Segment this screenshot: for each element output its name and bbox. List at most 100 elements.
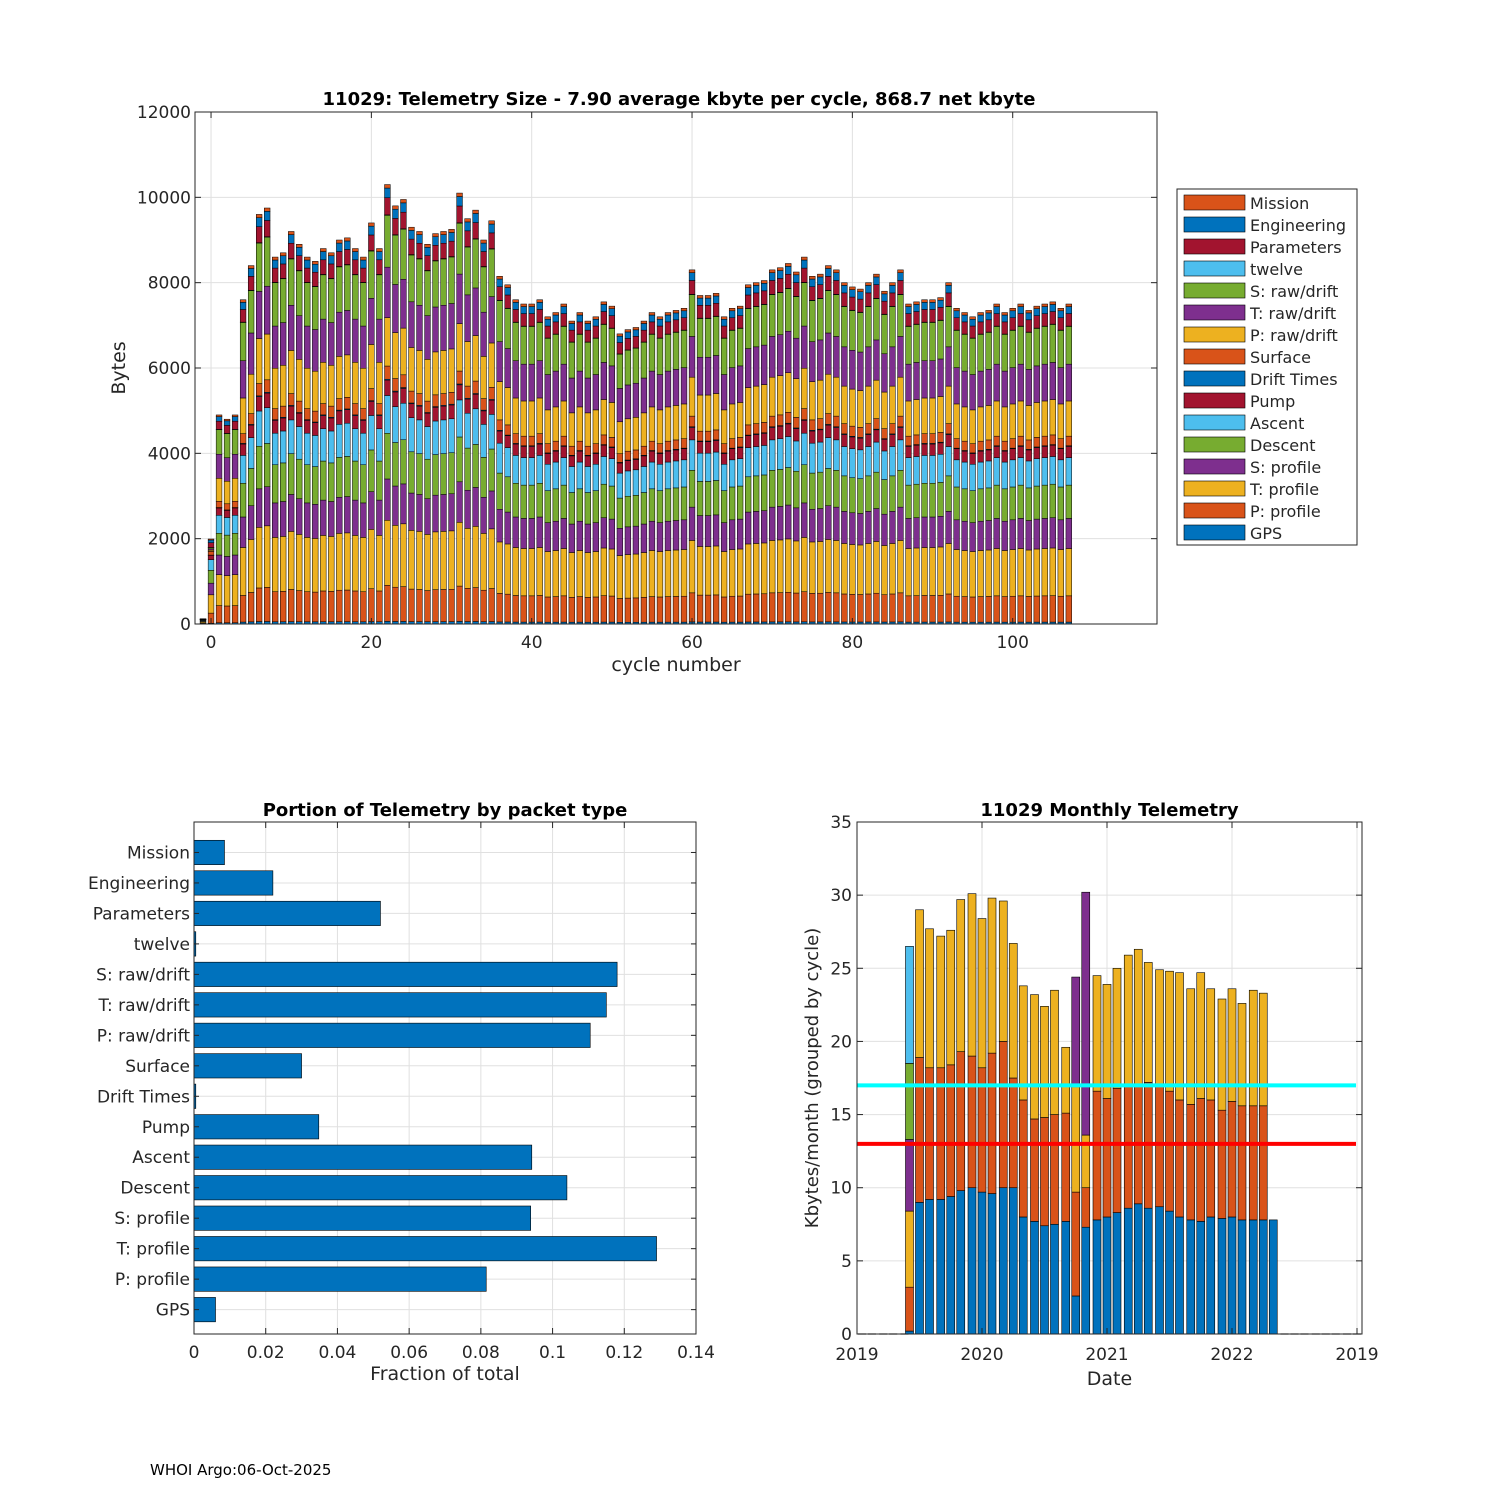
bar-segment [231, 453, 239, 479]
bar-segment [312, 435, 319, 467]
bar-segment [712, 451, 720, 481]
monthly-bar [987, 897, 997, 1335]
bar-segment [961, 461, 968, 490]
bar-segment [584, 597, 591, 623]
bar-segment [1009, 549, 1016, 597]
bar-segment [664, 450, 672, 463]
bar-segment [408, 451, 415, 494]
bar-segment [223, 425, 231, 434]
bar-segment [1237, 1219, 1247, 1335]
bar-segment [977, 314, 984, 323]
bar-segment [817, 273, 824, 278]
bar-segment [825, 505, 832, 540]
bar-segment [520, 306, 527, 314]
y-tick-label: 0 [841, 1325, 852, 1345]
bar-segment [280, 536, 287, 592]
bar-segment [921, 547, 928, 596]
bar-segment [777, 426, 784, 439]
bar-segment [921, 516, 928, 548]
bar-segment [448, 348, 455, 393]
bar-segment [328, 430, 335, 464]
bar-segment [945, 292, 952, 307]
cycle-bar [1025, 310, 1032, 625]
cycle-bar [905, 303, 912, 625]
bar-segment [801, 367, 808, 409]
bar-segment [312, 466, 319, 505]
monthly-bar [1268, 1219, 1278, 1335]
bar-segment [360, 408, 367, 420]
bar-segment [504, 284, 511, 288]
bar-segment [480, 311, 487, 357]
bar-segment [857, 288, 864, 292]
bar-segment [207, 594, 215, 614]
legend-entry: S: profile [1250, 458, 1321, 477]
bar-segment [488, 588, 495, 622]
bar-segment [1033, 305, 1040, 309]
bar-segment [905, 946, 914, 1064]
bar-segment [512, 397, 519, 434]
bar-segment [977, 918, 987, 1069]
bar-segment [504, 543, 511, 595]
bar-segment [520, 313, 527, 327]
bar-segment [728, 486, 736, 521]
bar-segment [231, 554, 239, 575]
bar-segment [712, 440, 720, 453]
bar-segment [953, 595, 960, 623]
bar-segment [915, 909, 924, 1058]
bar-segment [215, 507, 223, 516]
bar-segment [215, 605, 223, 623]
bar-segment [1025, 460, 1032, 489]
bar-segment [967, 1055, 977, 1189]
bar-segment [953, 486, 960, 521]
bar-segment [376, 274, 383, 320]
bar-segment [424, 244, 431, 248]
bar-segment [998, 900, 1008, 1042]
bar-segment [440, 494, 447, 532]
portion-bar [193, 1175, 568, 1201]
cycle-bar [873, 273, 880, 625]
bar-segment [584, 329, 591, 343]
bar-segment [247, 539, 255, 593]
bar-segment [704, 515, 712, 547]
bar-segment [584, 320, 591, 324]
bar-segment [897, 272, 904, 281]
bar-segment [304, 408, 311, 420]
bar-segment [937, 320, 944, 360]
bar-segment [496, 341, 503, 382]
bar-segment [777, 278, 784, 293]
bar-segment [544, 453, 551, 465]
category-label: Surface [125, 1057, 190, 1077]
bar-segment [328, 501, 335, 537]
bar-segment [312, 370, 319, 412]
bar-segment [384, 520, 391, 586]
bar-segment [352, 535, 359, 592]
bar-segment [648, 314, 656, 323]
bar-segment [520, 446, 527, 458]
bar-segment [328, 417, 335, 432]
bar-segment [1033, 595, 1040, 623]
bar-segment [456, 399, 463, 438]
bar-segment [1017, 484, 1024, 519]
bar-segment [889, 282, 896, 286]
bar-segment [1196, 972, 1206, 1099]
bar-segment [1001, 312, 1008, 316]
stack-chart: 0 20 40 60 80 1000200040006000800010000120001… [108, 89, 1358, 676]
bar-segment [1050, 989, 1059, 1115]
bar-segment [712, 295, 720, 304]
bar-segment [745, 476, 752, 513]
cycle-bar [296, 244, 303, 625]
bar-segment [544, 319, 551, 327]
bar-segment [400, 199, 407, 204]
bar-segment [336, 356, 343, 399]
bar-segment [488, 528, 495, 589]
bar-segment [889, 475, 896, 512]
cycle-bar [1017, 303, 1024, 625]
bar-segment [608, 308, 616, 316]
bar-segment [456, 370, 463, 385]
bar-segment [544, 338, 551, 375]
bar-segment [384, 478, 391, 521]
bar-segment [528, 457, 535, 486]
cycle-bar [288, 231, 295, 625]
cycle-bar [793, 271, 800, 625]
bar-segment [560, 457, 567, 486]
